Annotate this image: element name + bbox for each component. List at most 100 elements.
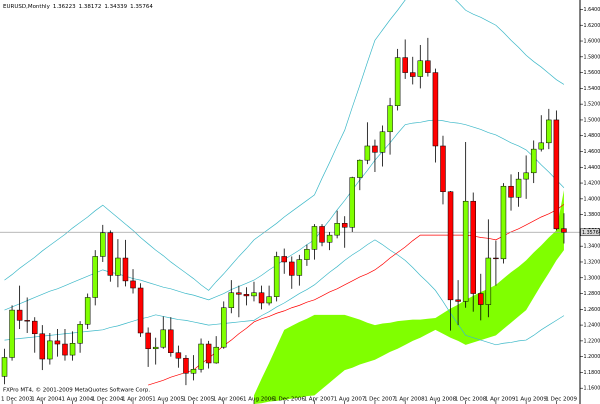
plot-area bbox=[0, 0, 580, 404]
y-tick-label: 1.26000 bbox=[584, 307, 600, 313]
candle-body bbox=[236, 292, 242, 295]
y-tick-label: 1.48000 bbox=[584, 133, 600, 139]
candle-body bbox=[500, 185, 507, 260]
candle-body bbox=[455, 299, 461, 302]
candle-body bbox=[440, 145, 446, 192]
y-tick-label: 1.64000 bbox=[584, 7, 600, 13]
candle-body bbox=[546, 119, 552, 144]
candle-body bbox=[168, 329, 174, 353]
candle-body bbox=[160, 329, 167, 348]
y-tick-label: 1.38000 bbox=[584, 212, 600, 218]
y-tick-label: 1.32000 bbox=[584, 259, 600, 265]
candle-body bbox=[258, 292, 265, 304]
candle-body bbox=[107, 232, 114, 276]
candle-body bbox=[387, 105, 393, 133]
x-tick-label: 1 Dec 2004 bbox=[92, 397, 124, 403]
y-tick-label: 1.40000 bbox=[584, 196, 600, 202]
y-tick-label: 1.24000 bbox=[584, 323, 600, 329]
y-tick-label: 1.20000 bbox=[584, 354, 600, 360]
x-tick-label: 1 Apr 2007 bbox=[303, 397, 334, 403]
candle-body bbox=[478, 293, 484, 305]
footer: FXPro MT4, © 2001-2009 MetaQuotes Softwa… bbox=[3, 387, 150, 394]
header-close: 1.35764 bbox=[130, 4, 153, 10]
chart-title: EURUSD,Monthly bbox=[3, 4, 51, 10]
y-tick-label: 1.30000 bbox=[584, 275, 600, 281]
candle-body bbox=[205, 343, 212, 364]
chart-header: EURUSD,Monthly 1.36223 1.38172 1.34339 1.357… bbox=[3, 4, 153, 10]
candle-body bbox=[84, 297, 91, 325]
candle-body bbox=[228, 292, 235, 308]
candle-body bbox=[77, 324, 83, 344]
header-high: 1.38172 bbox=[79, 4, 102, 10]
candle-body bbox=[357, 159, 363, 178]
indicator-line bbox=[4, 239, 565, 346]
x-tick-label: 1 Dec 2006 bbox=[273, 397, 305, 403]
indicator-line bbox=[4, 0, 565, 291]
candle-body bbox=[364, 145, 371, 161]
x-tick-label: 1 Aug 2007 bbox=[334, 397, 366, 403]
candle-body bbox=[296, 259, 303, 276]
candle-body bbox=[69, 342, 76, 356]
candle-body bbox=[9, 309, 15, 358]
y-tick-label: 1.42000 bbox=[584, 181, 600, 187]
candle-body bbox=[213, 346, 219, 364]
candle-body bbox=[462, 200, 469, 302]
candle-body bbox=[137, 287, 144, 334]
x-tick-label: 1 Apr 2008 bbox=[394, 397, 425, 403]
candle-body bbox=[349, 177, 356, 228]
candle-body bbox=[266, 296, 272, 304]
x-tick-label: 1 Dec 2003 bbox=[1, 397, 33, 403]
candle-body bbox=[152, 346, 159, 350]
candle-body bbox=[54, 340, 61, 345]
x-tick-label: 1 Aug 2008 bbox=[424, 397, 456, 403]
candle-body bbox=[409, 72, 416, 77]
candle-body bbox=[198, 343, 204, 370]
y-tick-label: 1.46000 bbox=[584, 149, 600, 155]
candle-body bbox=[145, 332, 151, 350]
x-tick-label: 1 Dec 2007 bbox=[364, 397, 396, 403]
y-tick-label: 1.22000 bbox=[584, 338, 600, 344]
y-tick-label: 1.16000 bbox=[584, 386, 600, 392]
candle-body bbox=[432, 72, 439, 147]
candle-body bbox=[47, 340, 53, 360]
candle-body bbox=[24, 320, 30, 322]
candle-body bbox=[175, 352, 182, 359]
x-tick-label: 1 Dec 2005 bbox=[183, 397, 215, 403]
y-tick-label: 1.52000 bbox=[584, 102, 600, 108]
y-tick-label: 1.54000 bbox=[584, 86, 600, 92]
candle-body bbox=[311, 226, 318, 250]
x-tick-label: 1 Apr 2005 bbox=[122, 397, 153, 403]
candle-body bbox=[493, 257, 499, 260]
x-tick-label: 1 Aug 2004 bbox=[62, 397, 94, 403]
candle-body bbox=[530, 148, 537, 174]
candle-body bbox=[394, 57, 401, 106]
candle-body bbox=[281, 256, 287, 263]
candle-body bbox=[190, 369, 197, 374]
candle-body bbox=[243, 294, 250, 297]
candle-body bbox=[372, 145, 378, 153]
candle-body bbox=[402, 57, 408, 73]
x-tick-label: 1 Dec 2009 bbox=[545, 397, 577, 403]
candle-body bbox=[379, 131, 386, 153]
candle-body bbox=[62, 343, 68, 356]
candle-body bbox=[130, 280, 136, 289]
y-tick-label: 1.56000 bbox=[584, 70, 600, 76]
candle-body bbox=[538, 142, 545, 150]
price-box-label: 1.35764 bbox=[582, 230, 600, 236]
candle-body bbox=[515, 178, 522, 198]
candle-body bbox=[523, 172, 529, 180]
y-tick-label: 1.62000 bbox=[584, 23, 600, 29]
x-tick-label: 1 Aug 2006 bbox=[243, 397, 275, 403]
candle-body bbox=[289, 261, 295, 276]
candle-body bbox=[508, 185, 514, 198]
candle-body bbox=[341, 223, 348, 228]
candle-body bbox=[39, 333, 46, 360]
candle-body bbox=[220, 307, 227, 348]
y-tick-label: 1.58000 bbox=[584, 54, 600, 60]
candle-body bbox=[417, 60, 424, 77]
x-tick-label: 1 Dec 2008 bbox=[455, 397, 487, 403]
candle-body bbox=[425, 60, 431, 73]
candle-body bbox=[334, 223, 340, 236]
candle-body bbox=[183, 357, 189, 374]
